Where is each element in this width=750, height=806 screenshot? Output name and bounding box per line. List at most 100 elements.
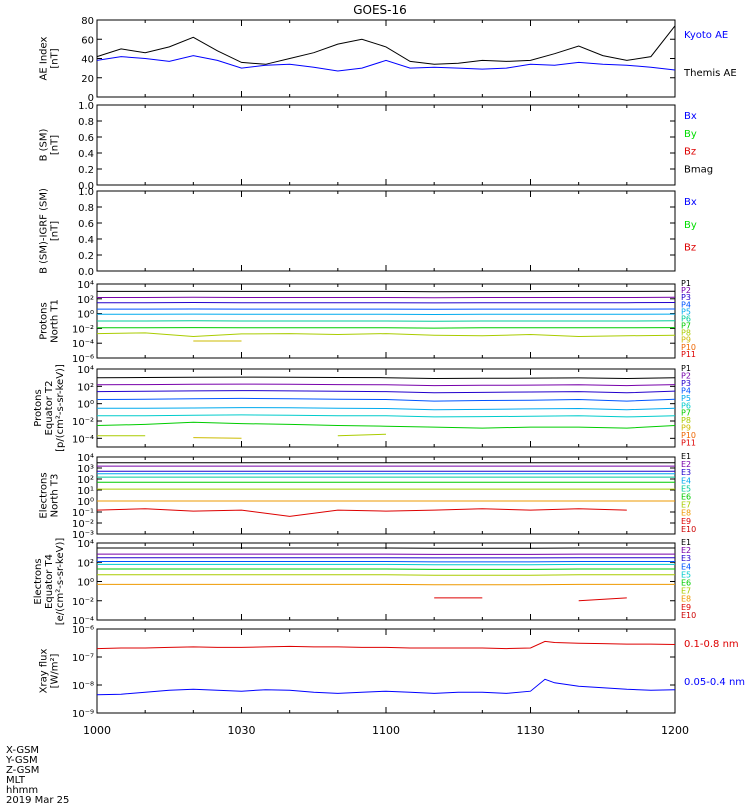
y-tick-label: 0.0 [78, 267, 94, 278]
series-line-P8 [338, 434, 386, 436]
y-tick-label: 10³ [77, 464, 94, 475]
y-tick-label: 0.2 [78, 251, 94, 262]
series-line-E9 [579, 598, 627, 601]
y-axis-label: B (SM)-IGRF (SM) [39, 188, 50, 274]
legend-0.05-0.4 nm: 0.05-0.4 nm [684, 677, 745, 688]
y-axis-label: Electrons [33, 558, 44, 604]
series-line-0.05-0.4 nm [97, 679, 675, 694]
y-tick-label: 10⁻⁹ [72, 709, 94, 720]
series-line-P1 [97, 377, 675, 378]
legend-P11: P11 [681, 439, 696, 448]
y-tick-label: 10⁻⁶ [72, 354, 94, 365]
y-axis-label: B (SM) [39, 128, 50, 161]
series-line-P1 [97, 291, 675, 292]
y-tick-label: 1.0 [78, 101, 94, 112]
series-line-E9 [97, 509, 627, 517]
y-axis-label: [nT] [50, 48, 61, 68]
y-axis-label: [W/m²] [50, 653, 61, 688]
y-axis-label: [e/(cm²-s-sr-keV)] [55, 538, 66, 626]
y-axis-label: Equator T4 [44, 554, 55, 609]
legend-E10: E10 [681, 611, 696, 620]
y-tick-label: 0.6 [78, 133, 94, 144]
panel-frame [97, 105, 675, 185]
y-tick-label: 10² [77, 382, 94, 393]
y-axis-label: [p/(cm²-s-sr-keV)] [55, 364, 66, 452]
y-tick-label: 0.6 [78, 219, 94, 230]
x-tick-label: 1100 [372, 724, 400, 737]
x-tick-label: 1200 [661, 724, 689, 737]
y-axis-label: [nT] [50, 135, 61, 155]
legend-By: By [684, 220, 697, 231]
y-tick-label: 10⁻⁶ [72, 625, 94, 636]
y-axis-label: North T1 [50, 299, 61, 343]
y-tick-label: 1.0 [78, 187, 94, 198]
legend-Bz: Bz [684, 147, 696, 158]
y-tick-label: 0.2 [78, 165, 94, 176]
legend-0.1-0.8 nm: 0.1-0.8 nm [684, 639, 739, 650]
y-axis-label: North T3 [50, 474, 61, 518]
y-tick-label: 10² [77, 475, 94, 486]
x-tick-label: 1000 [83, 724, 111, 737]
y-tick-label: 10⁻² [72, 417, 94, 428]
panel-frame [97, 191, 675, 271]
y-tick-label: 10⁻² [72, 324, 94, 335]
y-tick-label: 60 [81, 35, 94, 46]
y-axis-label: Protons [33, 389, 44, 426]
y-tick-label: 10⁻⁴ [72, 339, 94, 350]
x-axis-tick-labels: 1000 1030 1100 1130 1200 [83, 724, 689, 737]
series-line-Themis AE [97, 26, 675, 65]
plot-title: GOES-16 [353, 3, 407, 17]
legend-Bx: Bx [684, 111, 697, 122]
y-tick-label: 10⁻² [72, 519, 94, 530]
y-tick-label: 10⁴ [77, 453, 94, 464]
legend-Bx: Bx [684, 197, 697, 208]
series-line-P8 [97, 333, 675, 337]
y-tick-label: 80 [81, 16, 94, 27]
series-line-P2 [97, 384, 675, 386]
y-tick-label: 10⁻¹ [72, 508, 94, 519]
y-tick-label: 40 [81, 55, 94, 66]
legend-E10: E10 [681, 525, 696, 534]
y-axis-label: AE Index [39, 36, 50, 80]
y-axis-label: Equator T2 [44, 381, 55, 436]
series-line-0.1-0.8 nm [97, 641, 675, 648]
legend-P11: P11 [681, 350, 696, 359]
y-tick-label: 20 [81, 74, 94, 85]
y-tick-label: 10⁰ [77, 578, 94, 589]
y-tick-label: 10⁻⁴ [72, 434, 94, 445]
y-tick-label: 10⁻² [72, 597, 94, 608]
series-line-P7 [97, 328, 675, 329]
y-tick-label: 10⁰ [77, 497, 94, 508]
panel-frame [97, 457, 675, 534]
y-axis-label: [nT] [50, 221, 61, 241]
legend-Bmag: Bmag [684, 164, 713, 175]
y-axis-label: Electrons [39, 472, 50, 518]
y-tick-label: 10⁴ [77, 365, 94, 376]
y-tick-label: 0.8 [78, 203, 94, 214]
series-line-Kyoto AE [97, 56, 675, 71]
y-tick-label: 10¹ [77, 486, 94, 497]
panel-frame [97, 629, 675, 713]
y-tick-label: 10² [77, 558, 94, 569]
legend-Themis AE: Themis AE [683, 68, 737, 79]
panel-3: 0.0 0.2 0.4 0.6 0.8 1.0 B (SM)-IGRF (SM)[nT] Bx… [39, 187, 697, 278]
y-tick-label: 10⁴ [77, 280, 94, 291]
series-line-P5 [97, 408, 675, 410]
series-line-P6 [97, 415, 675, 417]
x-tick-label: 1130 [517, 724, 545, 737]
y-axis-label: Xray flux [39, 649, 50, 694]
legend-Bz: Bz [684, 243, 696, 254]
y-tick-label: 10⁻⁷ [72, 653, 94, 664]
y-tick-label: 10² [77, 295, 94, 306]
y-tick-label: 0.4 [78, 235, 94, 246]
series-line-P4 [97, 398, 675, 401]
y-tick-label: 10⁰ [77, 400, 94, 411]
series-line-P3 [97, 391, 675, 393]
x-tick-label: 1030 [228, 724, 256, 737]
legend-By: By [684, 129, 697, 140]
